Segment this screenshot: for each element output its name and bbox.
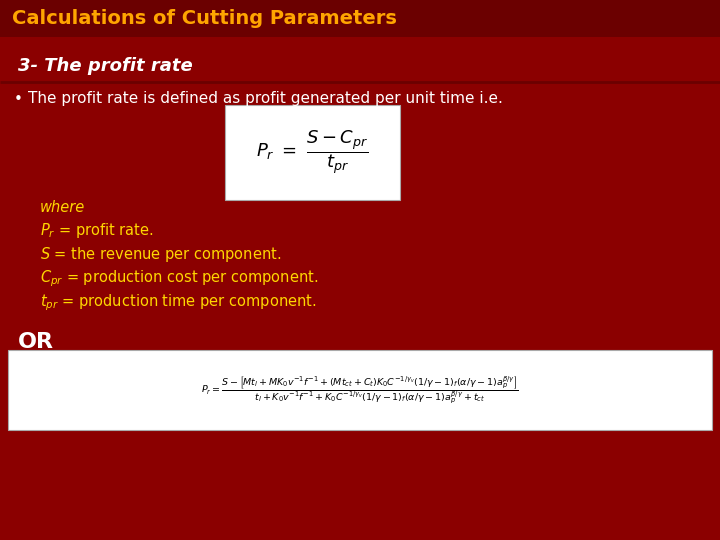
- Text: $t_{pr}$ = production time per component.: $t_{pr}$ = production time per component…: [40, 293, 317, 313]
- Text: $P_r$ = profit rate.: $P_r$ = profit rate.: [40, 221, 153, 240]
- Text: •: •: [14, 91, 23, 106]
- Bar: [0, 0, 720, 37]
- Text: $C_{pr}$ = production cost per component.: $C_{pr}$ = production cost per component…: [40, 269, 318, 289]
- Text: where: where: [40, 199, 85, 214]
- Text: $P_r = \dfrac{S - \left[Mt_l + MK_0 v^{-1}f^{-1} + (Mt_{ct} + C_t)K_0 C^{-1/\gam: $P_r = \dfrac{S - \left[Mt_l + MK_0 v^{-…: [201, 374, 519, 406]
- Bar: [8, 350, 712, 430]
- Text: Calculations of Cutting Parameters: Calculations of Cutting Parameters: [12, 10, 397, 29]
- Text: 3- The profit rate: 3- The profit rate: [18, 57, 193, 75]
- Text: OR: OR: [18, 332, 54, 352]
- Text: $P_r\ =\ \dfrac{S - C_{pr}}{t_{pr}}$: $P_r\ =\ \dfrac{S - C_{pr}}{t_{pr}}$: [256, 129, 369, 177]
- Text: The profit rate is defined as profit generated per unit time i.e.: The profit rate is defined as profit gen…: [28, 91, 503, 106]
- Text: $S$ = the revenue per component.: $S$ = the revenue per component.: [40, 246, 281, 265]
- Bar: [225, 105, 400, 200]
